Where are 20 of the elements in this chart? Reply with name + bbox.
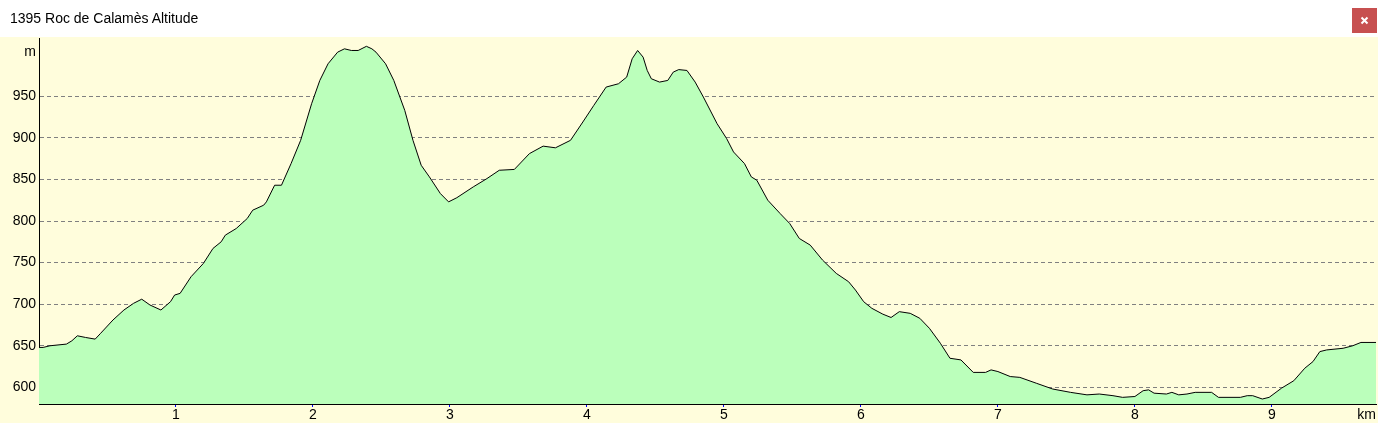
x-tick-label: 7 <box>994 406 1003 423</box>
y-tick-label: 650 <box>12 336 37 353</box>
x-tick-label: 4 <box>583 406 592 423</box>
y-tick-label: 700 <box>12 295 37 312</box>
y-tick-label: 750 <box>12 253 37 270</box>
y-tick-label: 800 <box>12 211 37 228</box>
y-axis-title: m <box>24 42 36 59</box>
y-tick-label: 900 <box>12 128 37 145</box>
y-tick-label: 850 <box>12 170 37 187</box>
x-axis-title: km <box>1357 405 1376 422</box>
x-tick-label: 3 <box>446 406 455 423</box>
x-tick-label: 9 <box>1267 406 1276 423</box>
x-tick-label: 2 <box>309 406 318 423</box>
x-tick-label: 8 <box>1131 406 1139 423</box>
chart-title: 1395 Roc de Calamès Altitude <box>10 9 199 27</box>
y-tick-label: 950 <box>12 87 37 104</box>
y-tick-label: 600 <box>12 378 37 395</box>
x-tick-label: 5 <box>720 406 729 423</box>
x-tick-label: 6 <box>857 406 866 423</box>
x-tick-label: 1 <box>172 406 181 423</box>
